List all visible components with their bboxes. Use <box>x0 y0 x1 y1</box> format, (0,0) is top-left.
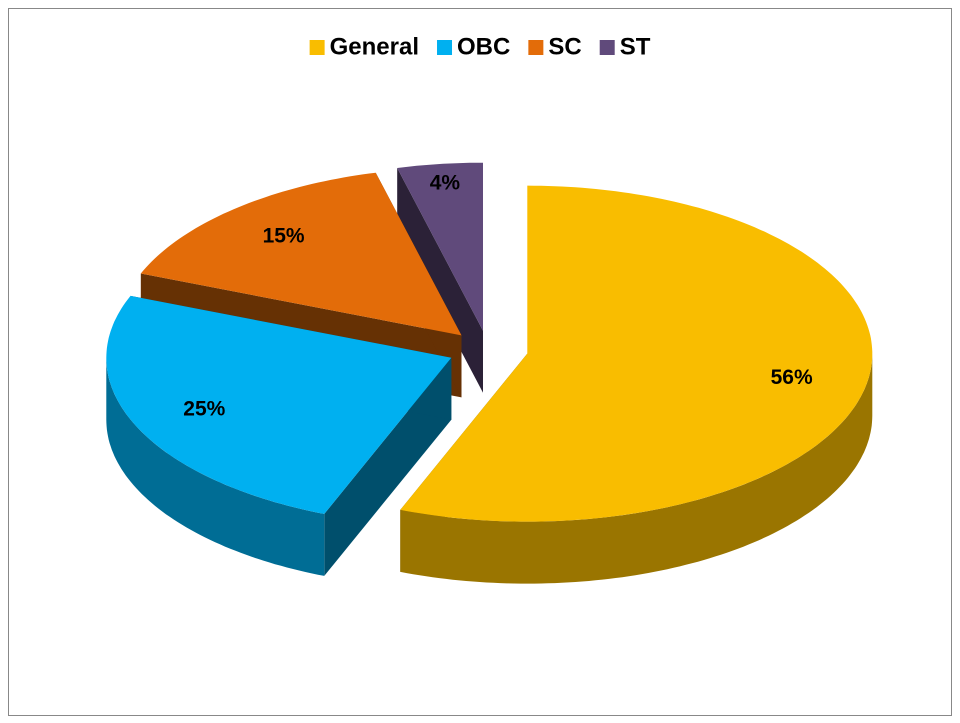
pie: 56% 25% 15% 4% <box>106 162 873 584</box>
legend-label: General <box>330 33 419 60</box>
legend-swatch <box>528 40 544 55</box>
slice-wall <box>106 357 325 576</box>
legend-label: OBC <box>457 33 510 60</box>
value-label: 56% <box>771 366 813 389</box>
slice <box>397 162 483 331</box>
legend-label: ST <box>620 33 651 60</box>
slice-wall <box>400 353 873 584</box>
legend-label: SC <box>548 33 581 60</box>
value-label: 15% <box>263 225 305 248</box>
value-label: 4% <box>430 172 461 195</box>
slice-side <box>397 168 483 393</box>
slice <box>106 295 452 514</box>
legend-swatch <box>599 40 615 55</box>
slice <box>400 185 873 522</box>
legend: General OBC SC ST <box>309 33 651 60</box>
legend-swatch <box>437 40 453 55</box>
legend-swatch <box>309 40 325 55</box>
value-label: 25% <box>183 397 225 420</box>
slice <box>140 172 462 336</box>
